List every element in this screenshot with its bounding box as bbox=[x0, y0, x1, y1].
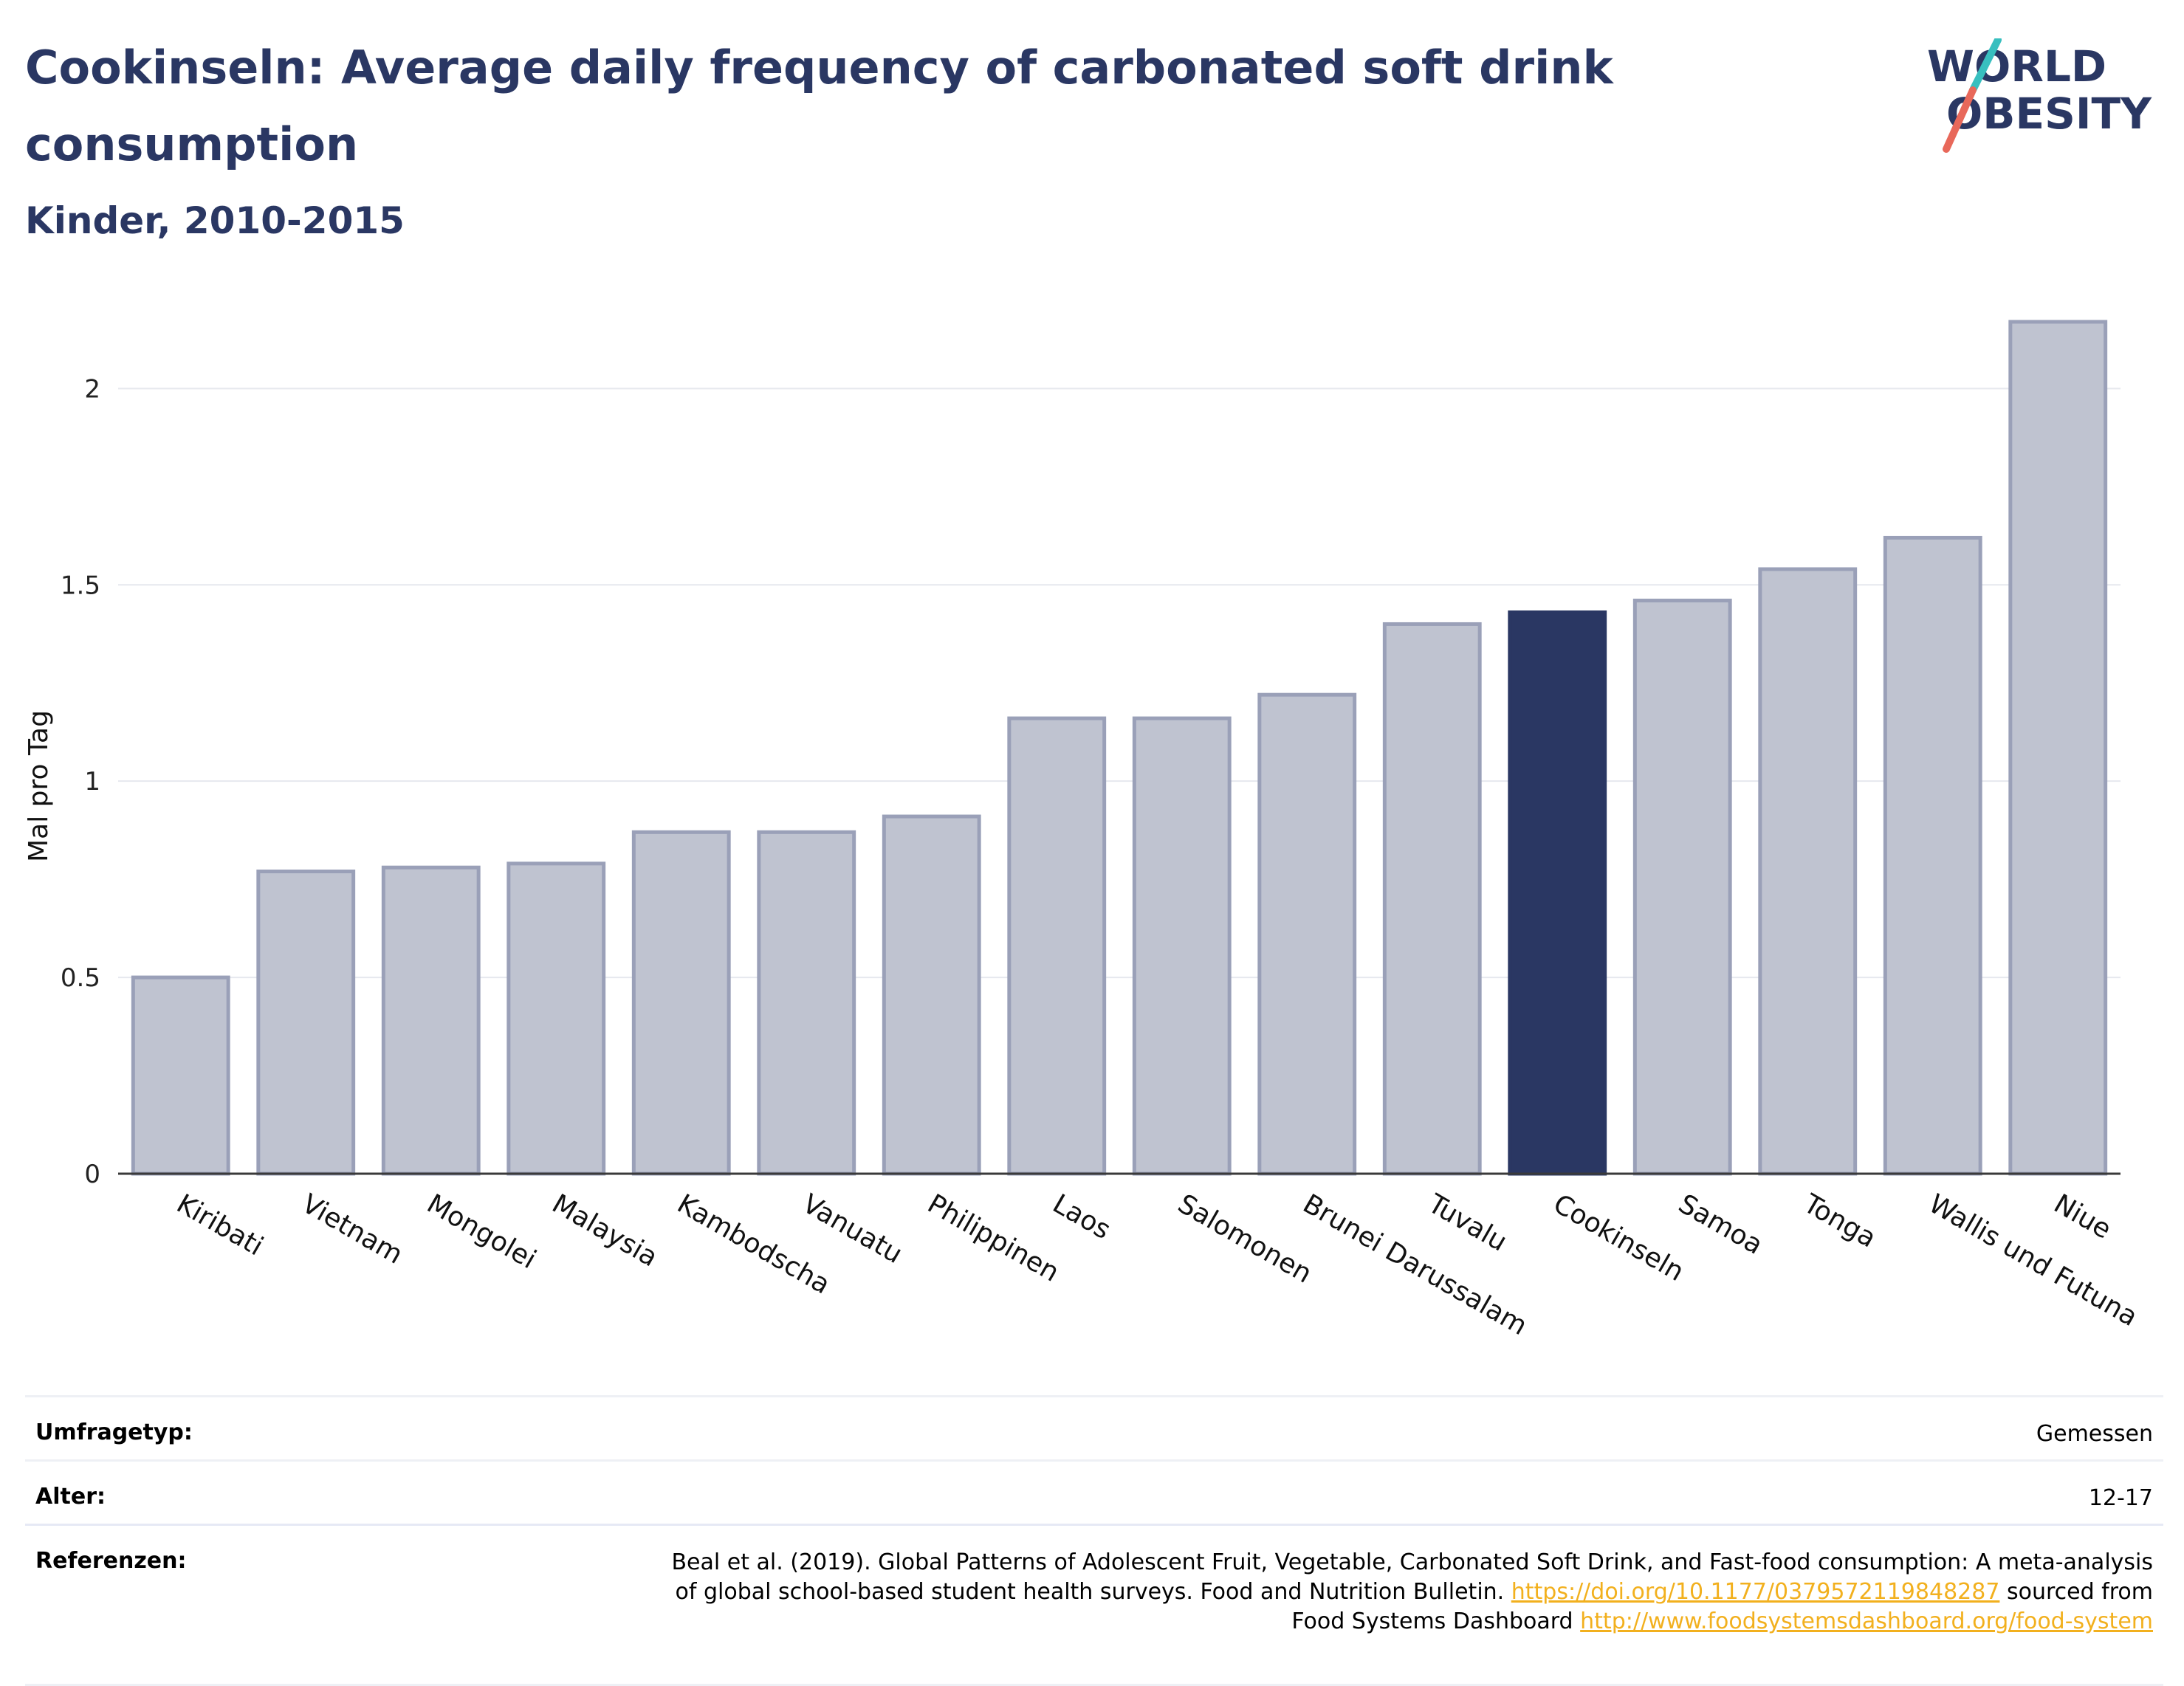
bar-chart: 0 0.5 1 1.5 2 Kiribati Vietnam Mongolei Malaysi… bbox=[24, 320, 2143, 1341]
logo-line2: OBESITY bbox=[1946, 89, 2152, 139]
x-tick-label: Laos bbox=[1048, 1188, 1116, 1245]
bar-samoa[interactable] bbox=[1632, 599, 1732, 1176]
bar-malaysia[interactable] bbox=[506, 861, 606, 1176]
bar-vietnam[interactable] bbox=[256, 870, 356, 1176]
bar-vanuatu[interactable] bbox=[757, 830, 856, 1176]
ref-text-2: of global school-based student health su… bbox=[675, 1579, 1505, 1605]
references-value: Beal et al. (2019). Global Patterns of A… bbox=[25, 1526, 2163, 1653]
x-tick-label: Salomonen bbox=[1172, 1188, 1316, 1289]
bar-philippinen[interactable] bbox=[882, 814, 981, 1176]
x-tick-label: Vanuatu bbox=[797, 1188, 907, 1270]
x-tick-label: Kiribati bbox=[171, 1188, 268, 1262]
ref-text-3: sourced from bbox=[2006, 1579, 2153, 1605]
x-tick-labels: Kiribati Vietnam Mongolei Malaysia Kambodsch… bbox=[171, 1188, 2143, 1341]
meta-row-references: Referenzen: Beal et al. (2019). Global P… bbox=[25, 1524, 2163, 1686]
bar-kiribati[interactable] bbox=[131, 975, 230, 1176]
bar-wallis-und-futuna[interactable] bbox=[1883, 535, 1982, 1176]
x-tick-label: Malaysia bbox=[547, 1188, 663, 1273]
bar-salomonen[interactable] bbox=[1132, 716, 1232, 1176]
x-tick-label: Tuvalu bbox=[1422, 1188, 1511, 1258]
references-label: Referenzen: bbox=[35, 1548, 187, 1574]
y-tick-label: 2 bbox=[84, 374, 100, 404]
logo-slash-teal bbox=[1969, 38, 2002, 94]
y-axis-label: Mal pro Tag bbox=[24, 710, 54, 862]
ref-text-1: Beal et al. (2019). Global Patterns of A… bbox=[671, 1549, 2153, 1575]
bar-brunei-darussalam[interactable] bbox=[1257, 692, 1357, 1176]
survey-type-label: Umfragetyp: bbox=[35, 1420, 193, 1445]
x-tick-label: Vietnam bbox=[297, 1188, 408, 1270]
bar-kambodscha[interactable] bbox=[631, 830, 731, 1176]
age-label: Alter: bbox=[35, 1484, 106, 1510]
x-tick-label: Brunei Darussalam bbox=[1298, 1188, 1532, 1341]
y-tick-label: 0.5 bbox=[61, 963, 100, 993]
world-obesity-logo: WORLD OBESITY bbox=[1927, 38, 2152, 153]
bar-tuvalu[interactable] bbox=[1382, 622, 1482, 1176]
x-tick-label: Tonga bbox=[1798, 1188, 1881, 1254]
bar-laos[interactable] bbox=[1007, 716, 1107, 1176]
meta-row-survey: Umfragetyp: Gemessen bbox=[25, 1395, 2163, 1459]
x-tick-label: Wallis und Futuna bbox=[1923, 1188, 2143, 1332]
meta-row-age: Alter: 12-17 bbox=[25, 1459, 2163, 1524]
y-tick-label: 0 bbox=[84, 1160, 100, 1189]
doi-link[interactable]: https://doi.org/10.1177/0379572119848287 bbox=[1511, 1579, 2000, 1605]
x-tick-label: Philippinen bbox=[922, 1188, 1064, 1288]
bars bbox=[131, 320, 2108, 1176]
x-tick-label: Mongolei bbox=[422, 1188, 541, 1275]
logo-line1: WORLD bbox=[1927, 41, 2106, 92]
bar-niue[interactable] bbox=[2008, 320, 2108, 1176]
x-tick-label: Samoa bbox=[1673, 1188, 1768, 1261]
bar-tonga[interactable] bbox=[1758, 567, 1858, 1176]
food-systems-link[interactable]: http://www.foodsystemsdashboard.org/food… bbox=[1580, 1608, 2153, 1634]
bar-cookinseln[interactable] bbox=[1508, 610, 1607, 1176]
bar-mongolei[interactable] bbox=[381, 865, 481, 1176]
ref-text-4: Food Systems Dashboard bbox=[1291, 1608, 1573, 1634]
metadata-table: Umfragetyp: Gemessen Alter: 12-17 Refere… bbox=[25, 1395, 2163, 1686]
y-tick-label: 1.5 bbox=[61, 571, 100, 600]
chart-subtitle: Kinder, 2010-2015 bbox=[25, 199, 405, 242]
age-value: 12-17 bbox=[2088, 1485, 2153, 1511]
x-tick-label: Cookinseln bbox=[1548, 1188, 1689, 1287]
y-tick-label: 1 bbox=[84, 767, 100, 796]
x-tick-label: Niue bbox=[2049, 1188, 2116, 1245]
logo-slash-red bbox=[1943, 86, 1977, 153]
y-tick-labels: 0 0.5 1 1.5 2 bbox=[61, 374, 100, 1189]
chart-title: Cookinseln: Average daily frequency of c… bbox=[25, 41, 1613, 171]
survey-type-value: Gemessen bbox=[2036, 1421, 2153, 1447]
